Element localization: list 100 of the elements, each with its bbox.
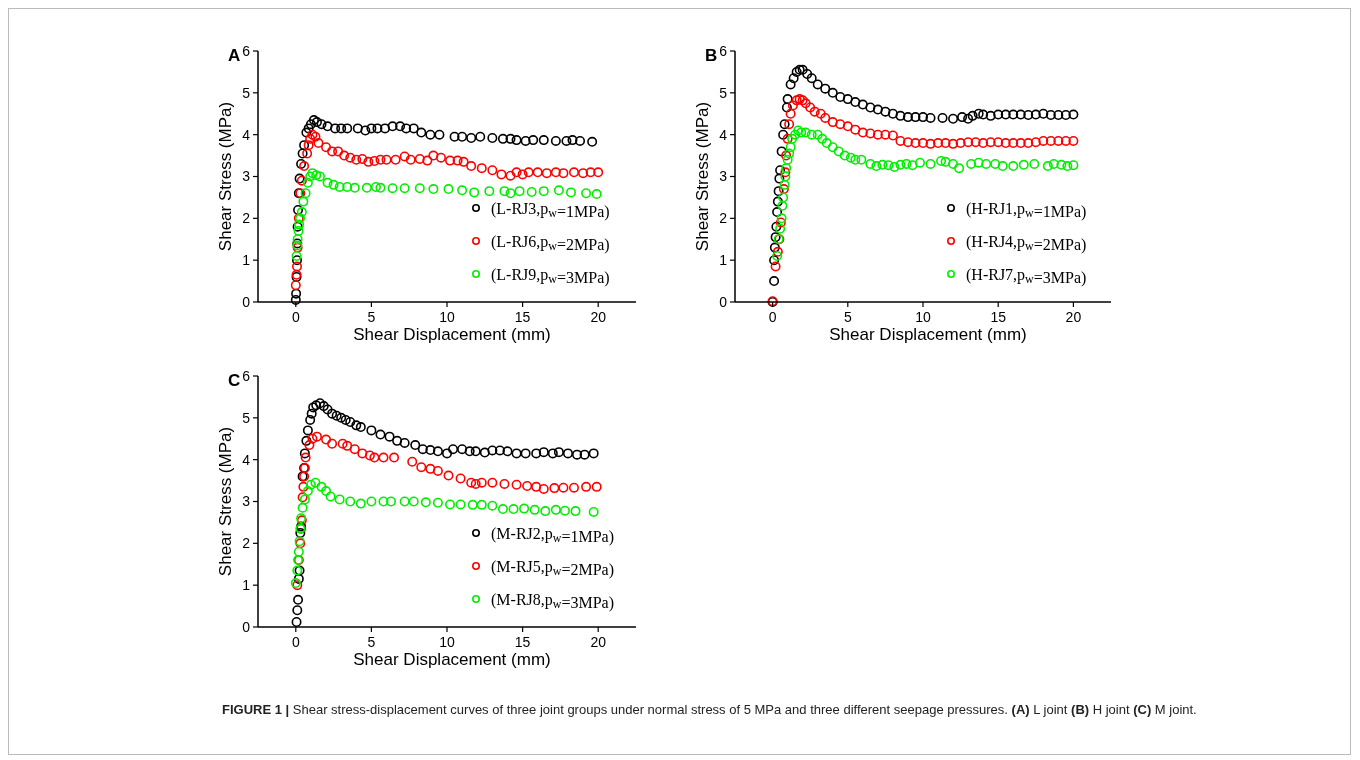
x-tick-label: 15 xyxy=(514,634,531,650)
point xyxy=(970,137,981,148)
point xyxy=(355,498,366,509)
point xyxy=(345,417,356,428)
point xyxy=(769,242,780,253)
point xyxy=(321,142,332,153)
point xyxy=(297,148,308,159)
point xyxy=(856,154,867,165)
chart-title: B xyxy=(705,46,718,65)
caption: FIGURE 1 | Shear stress-displacement curves of three joint groups under normal stress of 5 MPa and three different seepage pressures. (A) L joint (B) H joint (C) M joint. xyxy=(222,702,1197,717)
point xyxy=(302,425,313,436)
point xyxy=(375,182,386,193)
point xyxy=(781,163,792,174)
point xyxy=(293,546,304,557)
point xyxy=(455,499,466,510)
point xyxy=(306,408,317,419)
point xyxy=(788,73,799,84)
point xyxy=(523,167,534,178)
point xyxy=(476,477,487,488)
point xyxy=(907,160,918,171)
point xyxy=(321,486,332,497)
point xyxy=(880,106,891,117)
point xyxy=(455,473,466,484)
point xyxy=(301,127,312,138)
y-tick-label: 4 xyxy=(719,126,728,143)
point xyxy=(1060,110,1071,120)
point xyxy=(366,123,377,134)
x-tick-label: 5 xyxy=(843,309,852,325)
point xyxy=(553,185,564,196)
point xyxy=(328,179,339,190)
point xyxy=(1030,137,1041,148)
point xyxy=(588,448,599,459)
point xyxy=(399,151,410,162)
point xyxy=(435,152,446,163)
point xyxy=(381,154,392,165)
point xyxy=(1068,109,1079,120)
point xyxy=(967,110,978,121)
point xyxy=(476,163,487,174)
point xyxy=(769,276,780,287)
point xyxy=(470,478,481,489)
point xyxy=(827,142,838,153)
point xyxy=(345,152,356,163)
point xyxy=(933,138,944,149)
point xyxy=(417,444,428,455)
point xyxy=(508,504,519,515)
point xyxy=(302,486,313,497)
point xyxy=(538,483,549,494)
point xyxy=(420,497,431,508)
point xyxy=(776,146,787,157)
point xyxy=(457,131,468,142)
point xyxy=(805,102,816,113)
point xyxy=(291,288,302,299)
point xyxy=(591,481,602,492)
point xyxy=(390,154,401,165)
point xyxy=(778,129,789,140)
x-tick-label: 15 xyxy=(514,309,531,325)
point xyxy=(366,425,377,436)
point xyxy=(871,161,882,172)
point xyxy=(1015,138,1026,149)
chart-title: C xyxy=(228,371,241,390)
point xyxy=(292,605,303,616)
point xyxy=(487,445,498,456)
point xyxy=(470,446,481,457)
point xyxy=(880,129,891,140)
point xyxy=(569,482,580,493)
point xyxy=(414,153,425,164)
point xyxy=(364,450,375,461)
point xyxy=(528,135,539,146)
point xyxy=(392,435,403,446)
point xyxy=(579,449,590,460)
point xyxy=(785,142,796,153)
point xyxy=(342,181,353,192)
point xyxy=(316,481,327,492)
point xyxy=(401,123,412,134)
point xyxy=(291,250,302,261)
point xyxy=(305,119,316,130)
point xyxy=(779,119,790,130)
y-tick-label: 4 xyxy=(242,451,251,468)
point xyxy=(558,482,569,493)
point xyxy=(578,168,589,179)
point xyxy=(572,449,583,460)
y-tick-label: 2 xyxy=(242,210,251,227)
point xyxy=(777,200,788,211)
legend-label: (H-RJ4,p$_{w}$=2MPa) xyxy=(966,232,1087,255)
point xyxy=(334,181,345,192)
point xyxy=(585,167,596,178)
point xyxy=(787,100,798,111)
point xyxy=(337,438,348,449)
point xyxy=(290,280,301,291)
point xyxy=(925,138,936,149)
point xyxy=(985,137,996,148)
x-tick-label: 15 xyxy=(990,309,1007,325)
point xyxy=(432,497,443,508)
point xyxy=(806,73,817,84)
point xyxy=(565,187,576,198)
point xyxy=(428,150,439,161)
point xyxy=(1045,110,1056,120)
y-tick-label: 0 xyxy=(242,293,251,310)
y-tick-label: 1 xyxy=(242,252,251,269)
point xyxy=(785,79,796,90)
